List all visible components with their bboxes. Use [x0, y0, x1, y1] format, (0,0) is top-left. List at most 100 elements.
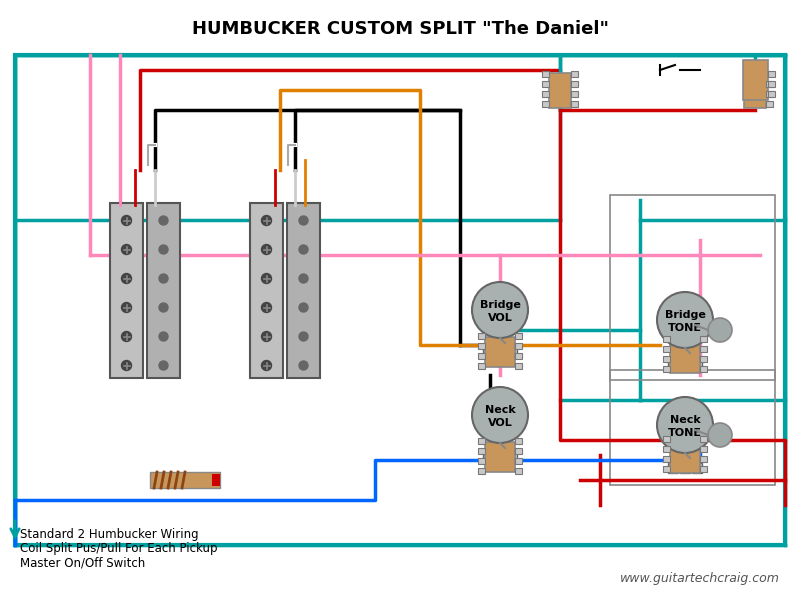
Bar [542, 91, 549, 97]
Text: TONE: TONE [668, 323, 702, 333]
Bar [250, 202, 283, 377]
Bar [767, 81, 774, 87]
Bar [700, 466, 707, 472]
Circle shape [472, 282, 528, 338]
Bar [542, 101, 549, 107]
Circle shape [122, 331, 131, 341]
Bar [663, 366, 670, 372]
Bar [147, 202, 180, 377]
Bar [515, 458, 522, 464]
Circle shape [262, 302, 271, 313]
Circle shape [159, 361, 168, 370]
Bar [700, 336, 707, 342]
Bar [692, 463, 702, 473]
Bar [110, 202, 143, 377]
Circle shape [299, 361, 308, 370]
Circle shape [159, 245, 168, 254]
Bar [670, 437, 700, 473]
Bar [478, 468, 485, 474]
Circle shape [708, 318, 732, 342]
Bar [542, 71, 549, 77]
Bar [744, 73, 766, 107]
Bar [767, 91, 774, 97]
Circle shape [299, 303, 308, 312]
Circle shape [262, 331, 271, 341]
Circle shape [262, 274, 271, 283]
Text: VOL: VOL [488, 418, 512, 428]
Text: www.guitartechcraig.com: www.guitartechcraig.com [620, 572, 780, 585]
Bar [610, 370, 775, 485]
Bar [483, 453, 493, 463]
Bar [663, 346, 670, 352]
Bar [663, 466, 670, 472]
Bar [766, 81, 773, 87]
Bar [767, 71, 774, 77]
Bar [478, 458, 485, 464]
Bar [700, 366, 707, 372]
Bar [515, 448, 522, 454]
Bar [485, 442, 515, 472]
Bar [515, 363, 522, 369]
Circle shape [299, 245, 308, 254]
Circle shape [657, 292, 713, 348]
Bar [571, 91, 578, 97]
Bar [212, 474, 220, 486]
Bar [485, 337, 515, 367]
Circle shape [262, 245, 271, 254]
Circle shape [472, 387, 528, 443]
Circle shape [299, 274, 308, 283]
Text: Neck: Neck [670, 415, 700, 425]
Bar [507, 348, 517, 358]
Bar [515, 438, 522, 444]
Bar [663, 456, 670, 462]
Bar [478, 333, 485, 339]
Bar [700, 436, 707, 442]
Bar [680, 463, 690, 473]
Circle shape [122, 274, 131, 283]
Text: Bridge: Bridge [479, 300, 521, 310]
Bar [668, 463, 678, 473]
Bar [571, 101, 578, 107]
Bar [663, 356, 670, 362]
Bar [610, 195, 775, 380]
Bar [515, 343, 522, 349]
Bar [478, 363, 485, 369]
Bar [549, 73, 571, 107]
Circle shape [122, 245, 131, 254]
Bar [515, 333, 522, 339]
Bar [515, 353, 522, 359]
Circle shape [122, 361, 131, 370]
Circle shape [262, 215, 271, 226]
Text: Standard 2 Humbucker Wiring: Standard 2 Humbucker Wiring [20, 528, 198, 541]
Bar [680, 358, 690, 368]
Circle shape [262, 361, 271, 370]
Circle shape [159, 274, 168, 283]
Bar [515, 468, 522, 474]
Circle shape [299, 216, 308, 225]
Bar [668, 358, 678, 368]
Bar [700, 446, 707, 452]
Circle shape [159, 303, 168, 312]
Bar [478, 353, 485, 359]
Bar [15, 55, 785, 545]
Circle shape [708, 423, 732, 447]
Bar [478, 448, 485, 454]
Text: Master On/Off Switch: Master On/Off Switch [20, 556, 146, 569]
Circle shape [122, 302, 131, 313]
Bar [700, 456, 707, 462]
Bar [700, 346, 707, 352]
Bar [478, 343, 485, 349]
Circle shape [159, 216, 168, 225]
Text: VOL: VOL [488, 313, 512, 323]
Circle shape [159, 332, 168, 341]
Text: TONE: TONE [668, 428, 702, 438]
Circle shape [122, 215, 131, 226]
Bar [692, 358, 702, 368]
Bar [571, 81, 578, 87]
Bar [766, 91, 773, 97]
Bar [663, 436, 670, 442]
Bar [571, 71, 578, 77]
Bar [495, 348, 505, 358]
Bar [478, 438, 485, 444]
Circle shape [299, 332, 308, 341]
